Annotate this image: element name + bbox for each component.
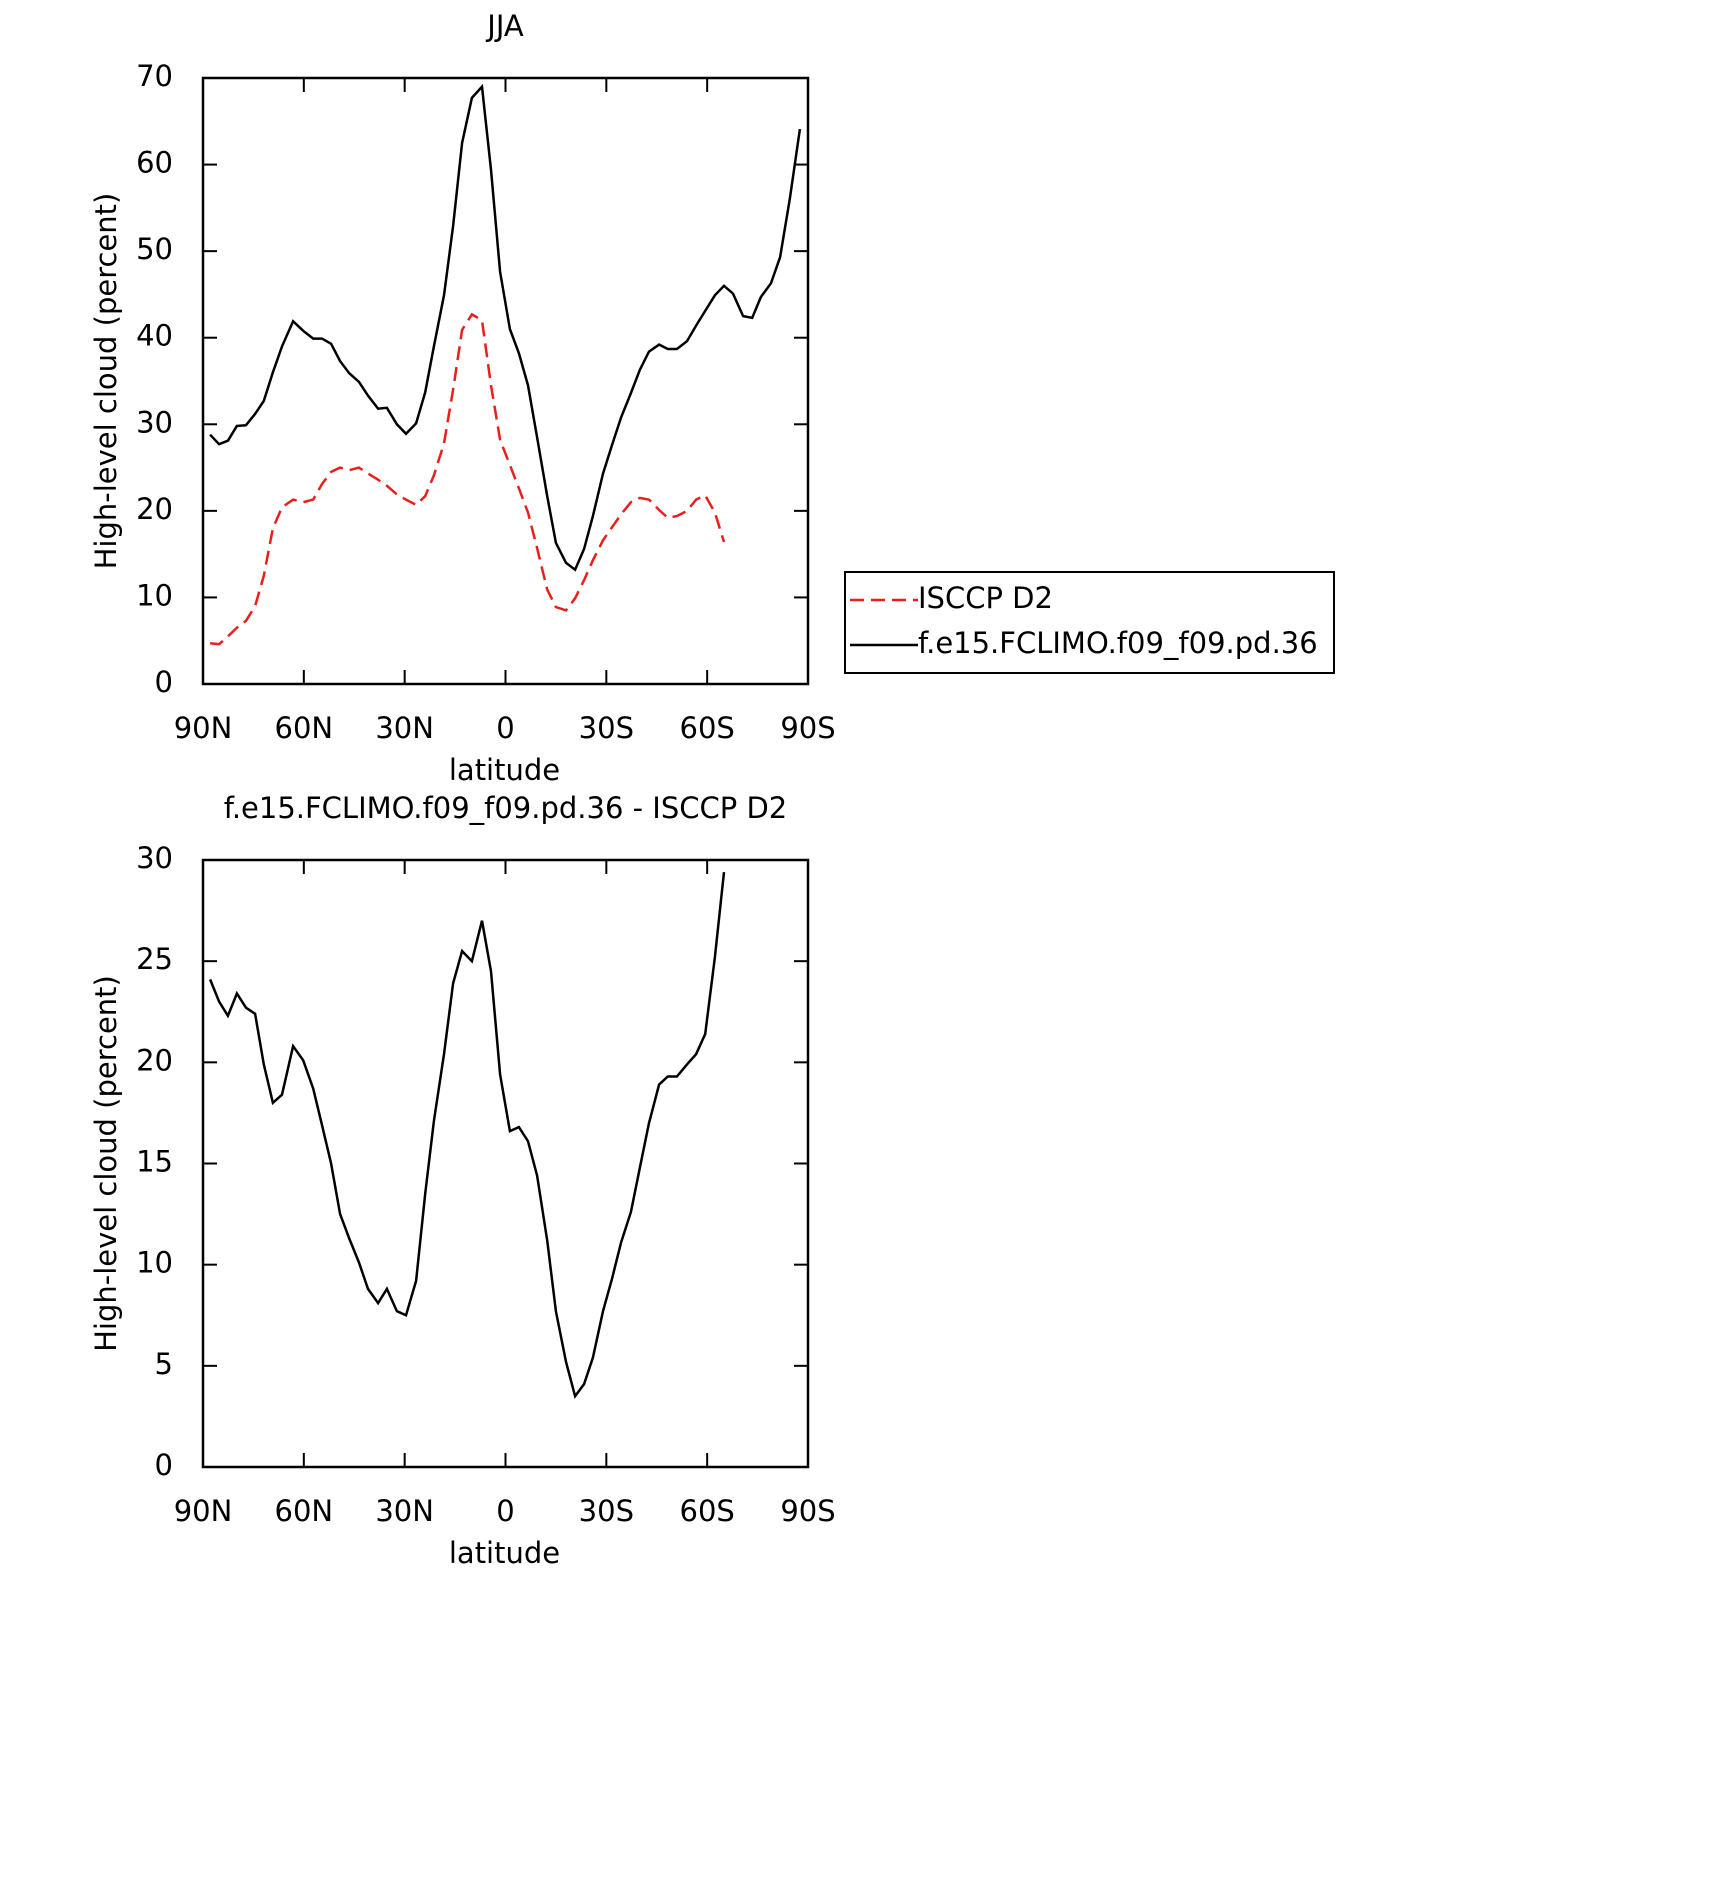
- y-tick-label: 40: [136, 319, 173, 353]
- y-tick-label: 60: [136, 146, 173, 180]
- data-line: [209, 83, 802, 572]
- y-tick-label: 30: [136, 841, 173, 875]
- x-axis-label: latitude: [449, 753, 560, 787]
- y-tick-label: 20: [136, 492, 173, 526]
- x-tick-label: 90S: [780, 711, 835, 745]
- legend-label: ISCCP D2: [918, 581, 1053, 615]
- y-tick-label: 10: [136, 578, 173, 612]
- y-tick-label: 25: [136, 942, 173, 976]
- x-axis-label: latitude: [449, 1536, 560, 1570]
- legend-box: [844, 571, 1335, 674]
- y-axis-label: High-level cloud (percent): [89, 975, 123, 1352]
- y-tick-label: 0: [155, 1448, 173, 1482]
- y-tick-label: 30: [136, 405, 173, 439]
- x-tick-label: 0: [496, 711, 514, 745]
- x-tick-label: 30S: [579, 1494, 634, 1528]
- x-tick-label: 60S: [680, 1494, 735, 1528]
- x-tick-label: 30N: [375, 1494, 434, 1528]
- x-tick-label: 60S: [680, 711, 735, 745]
- data-line: [208, 871, 726, 1400]
- x-tick-label: 30S: [579, 711, 634, 745]
- x-tick-label: 30N: [375, 711, 434, 745]
- chart-title: JJA: [485, 9, 524, 43]
- y-tick-label: 20: [136, 1043, 173, 1077]
- x-tick-label: 0: [496, 1494, 514, 1528]
- data-line: [209, 312, 726, 646]
- x-tick-label: 60N: [275, 1494, 334, 1528]
- chart-title: f.e15.FCLIMO.f09_f09.pd.36 - ISCCP D2: [224, 791, 788, 825]
- y-tick-label: 0: [155, 665, 173, 699]
- y-tick-label: 50: [136, 232, 173, 266]
- x-tick-label: 90N: [174, 711, 233, 745]
- x-tick-label: 90N: [174, 1494, 233, 1528]
- y-axis-label: High-level cloud (percent): [89, 193, 123, 570]
- x-tick-label: 60N: [275, 711, 334, 745]
- y-tick-label: 15: [136, 1145, 173, 1179]
- y-tick-label: 10: [136, 1246, 173, 1280]
- y-tick-label: 70: [136, 59, 173, 93]
- plot-frame: [201, 858, 810, 1469]
- plot-frame: [201, 76, 810, 686]
- x-tick-label: 90S: [780, 1494, 835, 1528]
- legend-label: f.e15.FCLIMO.f09_f09.pd.36: [918, 626, 1318, 660]
- y-tick-label: 5: [155, 1347, 173, 1381]
